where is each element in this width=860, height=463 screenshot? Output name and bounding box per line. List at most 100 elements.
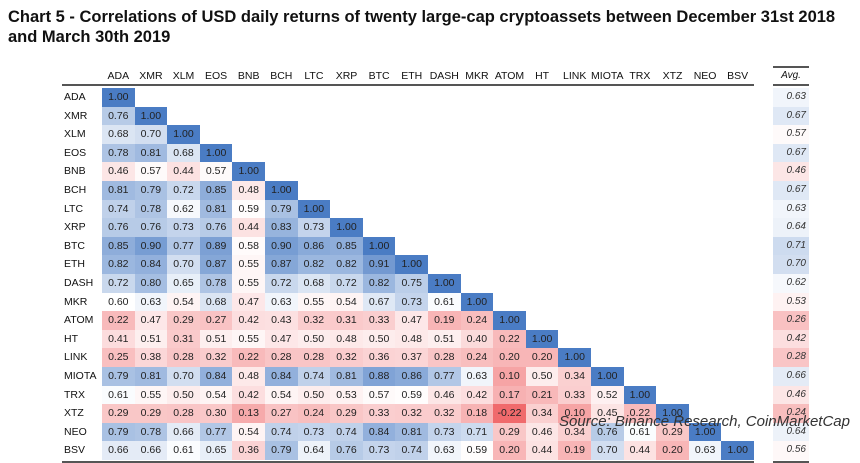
heatmap-cell: 0.50: [297, 329, 331, 349]
heatmap-cell: 0.84: [265, 367, 298, 386]
heatmap-cell: 0.63: [460, 367, 494, 386]
heatmap-cell: 0.81: [330, 367, 363, 386]
heatmap-cell: 0.78: [102, 143, 135, 163]
heatmap-cell: 1.00: [297, 199, 331, 219]
heatmap-cell: 0.61: [102, 385, 135, 405]
heatmap-cell: 0.29: [656, 422, 689, 442]
heatmap-cell: 0.82: [102, 255, 135, 274]
heatmap-cell: 0.73: [297, 422, 331, 442]
heatmap-cell: 0.72: [265, 274, 298, 293]
source-note: Source: Binance Research, CoinMarketCap: [559, 413, 850, 430]
heatmap-cell: 0.76: [591, 422, 624, 442]
heatmap-cell: 0.25: [102, 348, 135, 367]
column-header-ht: HT: [535, 70, 550, 82]
row-label-xlm: XLM: [64, 128, 86, 141]
heatmap-cell: 0.90: [265, 236, 298, 256]
avg-cell: 0.66: [773, 367, 809, 386]
heatmap-cell: 0.48: [232, 181, 265, 200]
heatmap-cell: 1.00: [362, 236, 396, 256]
heatmap-cell: 0.72: [330, 274, 363, 293]
heatmap-cell: 1.00: [591, 367, 624, 386]
heatmap-cell: 0.67: [362, 292, 396, 312]
heatmap-cell: 0.60: [102, 292, 135, 312]
heatmap-cell: 0.85: [330, 236, 363, 256]
heatmap-cell: -0.22: [493, 404, 526, 423]
heatmap-cell: 0.48: [330, 329, 363, 349]
heatmap-cell: 0.42: [460, 385, 494, 405]
heatmap-cell: 0.74: [330, 422, 363, 442]
heatmap-cell: 1.00: [688, 422, 722, 442]
heatmap-cell: 0.74: [297, 367, 331, 386]
heatmap-cell: 0.58: [232, 236, 265, 256]
heatmap-cell: 0.47: [134, 311, 168, 330]
heatmap-cell: 0.10: [558, 404, 591, 423]
heatmap-cell: 0.66: [102, 441, 135, 460]
heatmap-cell: 0.81: [102, 181, 135, 200]
heatmap-cell: 0.37: [395, 348, 428, 367]
heatmap-cell: 0.82: [330, 255, 363, 274]
avg-cell: 0.24: [773, 404, 809, 423]
row-label-atom: ATOM: [64, 314, 94, 327]
heatmap-cell: 0.46: [102, 162, 135, 181]
column-header-trx: TRX: [629, 70, 651, 82]
column-header-xmr: XMR: [139, 70, 163, 82]
heatmap-cell: 0.81: [395, 422, 428, 442]
heatmap-cell: 0.78: [134, 199, 168, 219]
avg-cell: 0.46: [773, 385, 809, 405]
row-label-eth: ETH: [64, 258, 85, 271]
heatmap-cell: 0.42: [232, 385, 265, 405]
column-header-neo: NEO: [693, 70, 717, 82]
heatmap-cell: 0.63: [265, 292, 298, 312]
heatmap-cell: 0.36: [362, 348, 396, 367]
heatmap-cell: 0.66: [134, 441, 168, 460]
heatmap-cell: 0.32: [330, 348, 363, 367]
row-label-neo: NEO: [64, 425, 87, 438]
heatmap-cell: 0.55: [134, 385, 168, 405]
heatmap-cell: 0.57: [362, 385, 396, 405]
heatmap-cell: 0.42: [232, 311, 265, 330]
row-label-xmr: XMR: [64, 109, 88, 122]
heatmap-cell: 0.70: [591, 441, 624, 460]
heatmap-cell: 0.28: [265, 348, 298, 367]
heatmap-cell: 0.55: [297, 292, 331, 312]
heatmap-cell: 0.28: [167, 404, 200, 423]
heatmap-cell: 0.88: [362, 367, 396, 386]
heatmap-cell: 0.46: [525, 422, 559, 442]
heatmap-cell: 1.00: [460, 292, 494, 312]
heatmap-cell: 0.55: [232, 329, 265, 349]
heatmap-cell: 0.76: [102, 218, 135, 237]
avg-cell: 0.64: [773, 422, 809, 442]
row-label-mkr: MKR: [64, 295, 88, 308]
avg-cell: 0.26: [773, 311, 809, 330]
heatmap-cell: 0.68: [297, 274, 331, 293]
heatmap-cell: 0.57: [134, 162, 168, 181]
heatmap-cell: 0.85: [102, 236, 135, 256]
heatmap-cell: 0.50: [525, 367, 559, 386]
row-label-bnb: BNB: [64, 165, 86, 178]
heatmap-cell: 1.00: [623, 385, 657, 405]
avg-cell: 0.28: [773, 348, 809, 367]
avg-cell: 0.70: [773, 255, 809, 274]
row-label-xtz: XTZ: [64, 407, 84, 420]
heatmap-cell: 0.70: [167, 367, 200, 386]
heatmap-cell: 0.76: [199, 218, 233, 237]
heatmap-cell: 0.62: [167, 199, 200, 219]
heatmap-cell: 0.80: [134, 274, 168, 293]
heatmap-cell: 0.54: [167, 292, 200, 312]
heatmap-cell: 0.32: [428, 404, 461, 423]
heatmap-cell: 0.65: [199, 441, 233, 460]
heatmap-cell: 0.48: [395, 329, 428, 349]
heatmap-cell: 1.00: [232, 162, 265, 181]
row-label-bch: BCH: [64, 184, 87, 196]
heatmap-cell: 0.87: [265, 255, 298, 274]
heatmap-cell: 0.73: [297, 218, 331, 237]
heatmap-cell: 0.27: [199, 311, 233, 330]
avg-cell: 0.56: [773, 441, 809, 460]
column-header-atom: ATOM: [494, 70, 525, 82]
heatmap-cell: 0.55: [232, 274, 265, 293]
row-label-xrp: XRP: [64, 221, 86, 234]
heatmap-cell: 0.59: [460, 441, 494, 460]
heatmap-cell: 0.44: [232, 218, 265, 237]
column-header-xrp: XRP: [335, 70, 358, 82]
heatmap-cell: 0.79: [265, 441, 298, 460]
